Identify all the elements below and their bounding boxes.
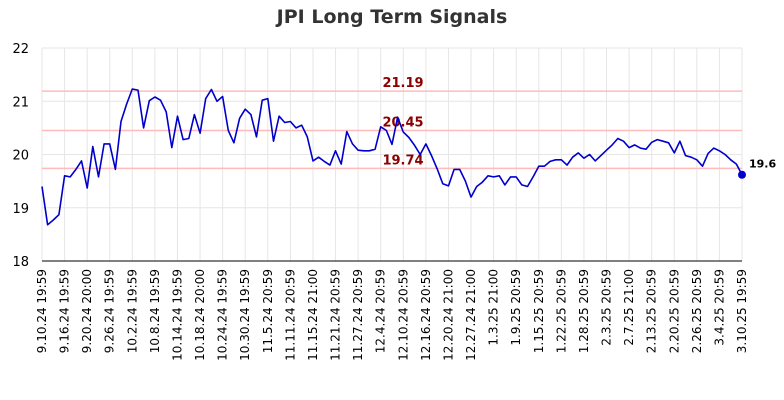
x-tick-label: 11.27.24 20:59 [351,269,365,361]
x-tick-label: 11.21.24 20:59 [329,269,343,361]
signal-level-label: 19.74 [382,153,423,168]
price-series-line [41,88,743,226]
x-tick-label: 1.22.25 20:59 [554,269,568,353]
x-tick-label: 10.30.24 19:59 [238,269,252,361]
x-tick-label: 10.14.24 19:59 [170,269,184,361]
x-tick-label: 12.10.24 20:59 [396,269,410,361]
x-tick-label: 9.10.24 19:59 [35,269,49,353]
y-tick-label: 22 [12,42,29,57]
x-tick-label: 10.24.24 19:59 [216,269,230,361]
x-tick-label: 9.26.24 19:59 [103,269,117,353]
y-tick-label: 21 [12,95,29,110]
x-tick-label: 12.16.24 20:59 [419,269,433,361]
x-tick-label: 10.2.24 19:59 [125,269,139,353]
x-tick-label: 2.13.25 20:59 [645,269,659,353]
last-value-label: 19.6 [749,158,776,171]
y-tick-label: 19 [12,202,29,217]
x-tick-label: 11.15.24 21:00 [306,269,320,361]
x-tick-label: 10.18.24 20:00 [193,269,207,361]
x-tick-label: 3.10.25 19:59 [735,269,749,353]
signal-level-label: 20.45 [382,116,423,131]
x-tick-label: 12.27.24 21:00 [464,269,478,361]
x-tick-label: 12.20.24 21:00 [441,269,455,361]
x-tick-label: 2.7.25 21:00 [622,269,636,346]
x-tick-label: 2.26.25 20:59 [690,269,704,353]
x-tick-label: 1.3.25 21:00 [487,269,501,346]
x-tick-label: 11.11.24 20:59 [283,269,297,361]
y-tick-label: 18 [12,255,29,270]
y-tick-label: 20 [12,149,29,164]
x-tick-label: 2.20.25 20:59 [667,269,681,353]
x-tick-label: 9.16.24 19:59 [58,269,72,353]
x-tick-label: 3.4.25 20:59 [712,269,726,346]
x-tick-label: 2.3.25 20:59 [600,269,614,346]
x-tick-label: 1.28.25 20:59 [577,269,591,353]
x-tick-label: 10.8.24 19:59 [148,269,162,353]
x-tick-label: 11.5.24 20:59 [261,269,275,353]
last-value-point [738,170,746,179]
x-tick-label: 9.20.24 20:00 [80,269,94,353]
chart-title: JPI Long Term Signals [276,6,508,28]
x-tick-label: 12.4.24 20:59 [374,269,388,353]
x-tick-label: 1.9.25 20:59 [509,269,523,346]
signal-level-label: 21.19 [382,76,423,91]
x-tick-label: 1.15.25 20:59 [532,269,546,353]
